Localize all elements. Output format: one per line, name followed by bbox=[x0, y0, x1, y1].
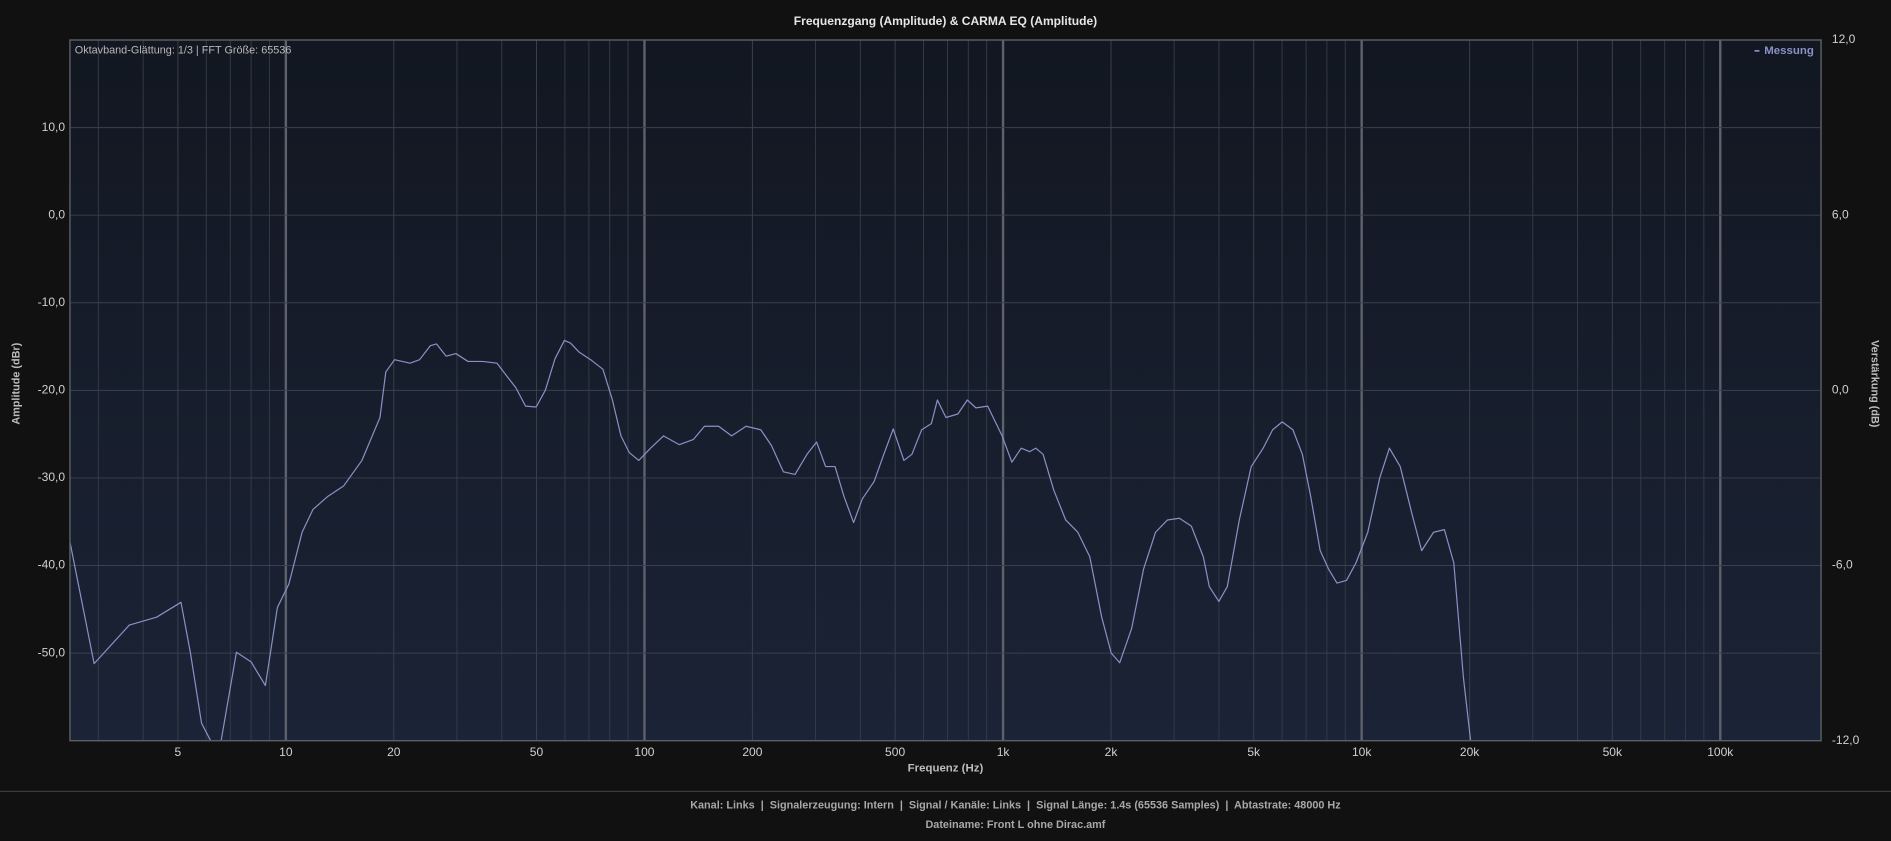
x-tick-label: 50k bbox=[1603, 745, 1623, 759]
y-axis-label: Amplitude (dBr) bbox=[11, 342, 23, 424]
y-tick-label: -10,0 bbox=[38, 295, 66, 309]
x-axis-label: Frequenz (Hz) bbox=[908, 762, 984, 774]
x-tick-label: 5k bbox=[1247, 745, 1261, 759]
y-tick-label: -30,0 bbox=[38, 470, 66, 484]
grid bbox=[69, 40, 1822, 741]
x-tick-label: 500 bbox=[885, 745, 905, 759]
footer-file: Dateiname: Front L ohne Dirac.amf bbox=[925, 819, 1105, 831]
y-tick-label: 10,0 bbox=[42, 120, 66, 134]
y2-axis-label: Verstärkung (dB) bbox=[1868, 340, 1880, 428]
plot-border bbox=[69, 39, 1822, 742]
x-tick-label: 10k bbox=[1352, 745, 1372, 759]
y-tick-label: -20,0 bbox=[38, 383, 66, 397]
x-tick-label: 20 bbox=[387, 745, 401, 759]
x-tick-label: 100 bbox=[634, 745, 654, 759]
x-tick-label: 1k bbox=[997, 745, 1011, 759]
y2-tick-label: 0,0 bbox=[1832, 383, 1849, 397]
y-tick-label: -40,0 bbox=[38, 558, 66, 572]
marks bbox=[69, 339, 1472, 741]
y2-tick-label: 6,0 bbox=[1832, 207, 1849, 221]
y2-tick-label: 12,0 bbox=[1832, 32, 1856, 46]
y2-tick-label: -12,0 bbox=[1832, 733, 1860, 747]
x-tick-label: 20k bbox=[1460, 745, 1480, 759]
x-tick-label: 50 bbox=[530, 745, 544, 759]
y-tick-label: -50,0 bbox=[38, 645, 66, 659]
footer-info: Kanal: Links | Signalerzeugung: Intern |… bbox=[690, 800, 1341, 812]
series-line bbox=[69, 339, 1472, 741]
y-tick-label: 0,0 bbox=[48, 207, 65, 221]
annotation: Oktavband-Glättung: 1/3 | FFT Größe: 655… bbox=[75, 45, 292, 57]
x-tick-label: 100k bbox=[1707, 745, 1734, 759]
y2-tick-label: -6,0 bbox=[1832, 558, 1853, 572]
x-tick-label: 5 bbox=[175, 745, 182, 759]
x-tick-label: 2k bbox=[1105, 745, 1119, 759]
x-tick-label: 200 bbox=[742, 745, 762, 759]
legend-label: Messung bbox=[1764, 45, 1814, 57]
x-tick-label: 10 bbox=[279, 745, 293, 759]
chart-title: Frequenzgang (Amplitude) & CARMA EQ (Amp… bbox=[794, 14, 1097, 28]
